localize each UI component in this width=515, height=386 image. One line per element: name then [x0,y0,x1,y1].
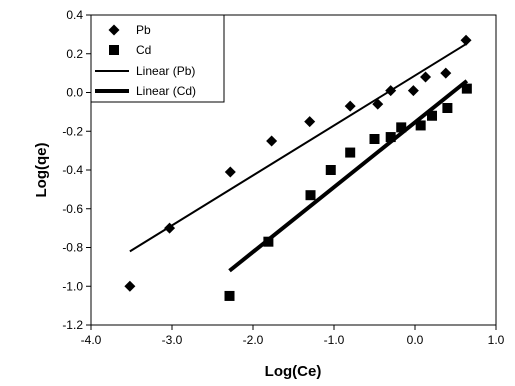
y-tick-label: 0.0 [66,86,83,100]
y-tick-label: 0.2 [66,47,83,61]
y-axis-label: Log(qe) [33,143,50,198]
data-point-pb [407,85,419,97]
data-point-cd [325,165,336,175]
data-point-cd [396,122,407,133]
x-axis-label: Log(Ce) [265,363,322,380]
data-point-cd [369,134,380,144]
data-point-cd [305,190,316,201]
data-point-pb [420,71,432,83]
legend-label-linear-pb: Linear (Pb) [136,64,195,78]
plot-marks [124,34,472,301]
y-tick-label: -0.8 [62,241,83,255]
series-line-linear-pb [129,43,467,253]
data-point-cd [345,147,356,158]
legend-label-linear-cd: Linear (Cd) [136,84,196,98]
x-tick-label: 0.0 [407,333,424,347]
legend-label-pb: Pb [136,23,151,37]
data-point-pb [440,67,452,79]
x-tick-label: 1.0 [488,333,505,347]
y-tick-label: -0.4 [62,163,83,177]
data-point-pb [460,34,472,46]
x-tick-label: -2.0 [243,333,264,347]
data-point-cd [461,83,472,94]
y-tick-label: 0.4 [66,8,83,22]
data-point-pb [124,280,136,292]
data-point-pb [164,222,176,234]
data-point-pb [344,100,356,112]
data-point-cd [224,290,235,301]
data-point-pb [304,116,316,128]
y-tick-label: -1.2 [62,318,83,332]
y-tick-label: -0.6 [62,202,83,216]
data-point-pb [372,98,384,110]
data-point-cd [385,132,396,143]
y-tick-label: -0.2 [62,124,83,138]
x-tick-label: -3.0 [162,333,183,347]
data-point-pb [385,85,397,97]
x-tick-label: -1.0 [324,333,345,347]
data-point-cd [442,103,453,113]
data-point-pb [266,135,278,147]
data-point-cd [427,110,438,121]
data-point-cd [415,120,426,131]
axes: -4.0 -3.0 -2.0 -1.0 0.0 1.0 0.4 0.2 0.0 -0.2 -0.4 -… [62,8,504,347]
data-point-pb [224,166,236,178]
legend-symbol-pb [108,24,120,36]
legend-label-cd: Cd [136,43,151,57]
y-tick-label: -1.0 [62,279,83,293]
legend-symbol-cd [109,45,119,55]
x-tick-label: -4.0 [81,333,102,347]
data-point-cd [263,236,274,247]
legend: Pb Cd Linear (Pb) Linear (Cd) [90,14,225,103]
